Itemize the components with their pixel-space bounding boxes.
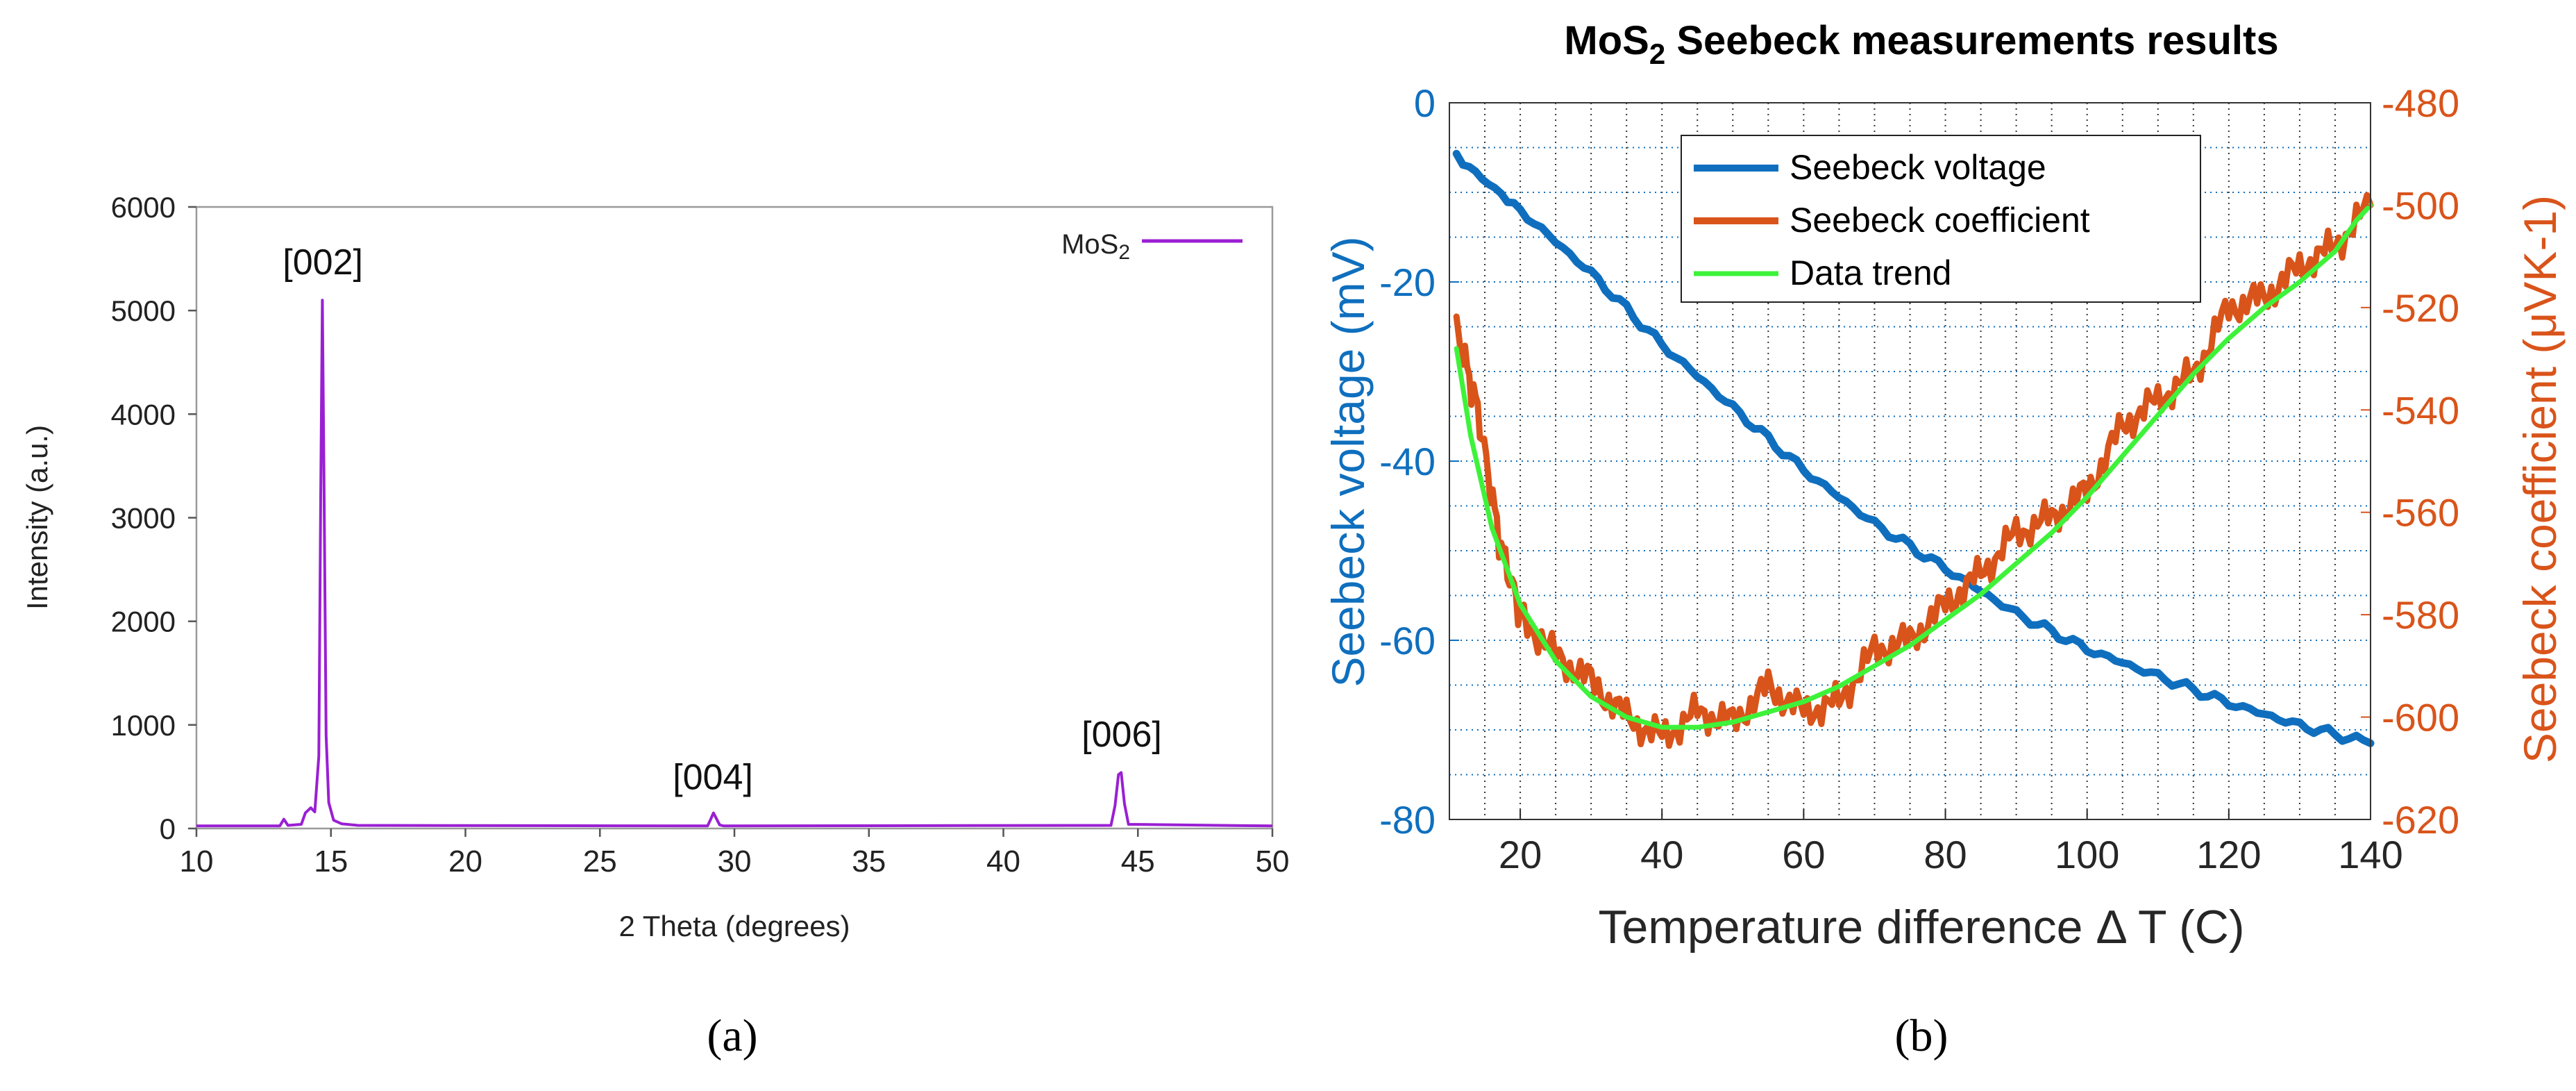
xrd-x-tick-label: 15 (314, 844, 348, 878)
seebeck-series (1452, 149, 2375, 749)
xrd-x-tick-label: 45 (1121, 844, 1155, 878)
seebeck-x-tick-label: 40 (1640, 833, 1683, 876)
seebeck-right-tick-label: -620 (2382, 798, 2459, 842)
xrd-x-tick-label: 50 (1256, 844, 1290, 878)
xrd-y-tick-label: 1000 (111, 709, 176, 742)
panel-a: 10 15 20 25 30 35 40 45 50 0 1000 2000 3000 4000 5000 6… (21, 191, 1289, 1061)
seebeck-x-axis-label: Temperature difference Δ T (C) (1598, 901, 2244, 953)
xrd-peak-label: [002] (283, 242, 363, 283)
seebeck-legend: Seebeck voltage Seebeck coefficient Data… (1681, 135, 2201, 303)
seebeck-right-tick-label: -540 (2382, 388, 2459, 432)
seebeck-left-tick-label: -20 (1379, 260, 1436, 304)
xrd-y-tick-label: 2000 (111, 606, 176, 638)
xrd-peak-label: [004] (673, 757, 753, 797)
xrd-x-axis-label: 2 Theta (degrees) (618, 910, 850, 942)
seebeck-left-axis-label: Seebeck voltage (mV) (1322, 236, 1374, 687)
xrd-annotations: [002] [004] [006] (283, 242, 1162, 797)
legend-label-voltage: Seebeck voltage (1790, 148, 2046, 187)
xrd-y-tick-label: 0 (160, 813, 176, 845)
seebeck-right-tick-label: -580 (2382, 593, 2459, 637)
seebeck-right-tick-label: -520 (2382, 286, 2459, 330)
seebeck-title: MoS2 Seebeck measurements results (1564, 18, 2278, 70)
xrd-series-line (196, 299, 1273, 828)
seebeck-left-tick-label: 0 (1414, 81, 1436, 125)
xrd-series (196, 299, 1273, 828)
xrd-legend: MoS2 (1061, 229, 1243, 264)
xrd-y-tick-label: 5000 (111, 294, 176, 327)
caption-a: (a) (707, 1010, 757, 1061)
seebeck-left-tick-label: -40 (1379, 440, 1436, 483)
xrd-x-tick-label: 20 (448, 844, 482, 878)
xrd-plot-frame (195, 206, 1274, 830)
seebeck-x-tick-label: 20 (1499, 833, 1542, 876)
data-trend-line (1454, 202, 2373, 730)
xrd-x-tick-label: 35 (852, 844, 886, 878)
xrd-x-tick-label: 10 (180, 844, 214, 878)
panel-b: 20 40 60 80 100 120 140 -80 -60 -40 -20 0 -620 -600 -5… (1322, 18, 2566, 1061)
caption-b: (b) (1895, 1010, 1948, 1061)
xrd-y-tick-label: 4000 (111, 398, 176, 431)
seebeck-x-tick-label: 80 (1923, 833, 1967, 876)
seebeck-left-tick-label: -80 (1379, 798, 1436, 842)
xrd-y-axis-label: Intensity (a.u.) (21, 425, 53, 610)
seebeck-x-tick-label: 100 (2055, 833, 2119, 876)
seebeck-voltage-line (1452, 149, 2375, 747)
xrd-y-tick-label: 6000 (111, 191, 176, 224)
seebeck-x-tick-label: 60 (1782, 833, 1825, 876)
xrd-axes: 10 15 20 25 30 35 40 45 50 0 1000 2000 3000 4000 5000 6… (111, 191, 1290, 878)
xrd-x-tick-label: 40 (986, 844, 1020, 878)
seebeck-x-tick-label: 120 (2196, 833, 2261, 876)
seebeck-plot-frame (1449, 102, 2371, 820)
seebeck-left-tick-label: -60 (1379, 619, 1436, 663)
legend-label-coefficient: Seebeck coefficient (1790, 201, 2090, 240)
xrd-y-tick-label: 3000 (111, 502, 176, 535)
xrd-peak-label: [006] (1081, 715, 1162, 755)
seebeck-x-tick-label: 140 (2338, 833, 2402, 876)
seebeck-right-tick-label: -500 (2382, 183, 2459, 227)
seebeck-right-tick-label: -560 (2382, 491, 2459, 535)
xrd-legend-label: MoS2 (1061, 229, 1130, 264)
seebeck-right-tick-label: -480 (2382, 81, 2459, 125)
seebeck-right-axis-label: Seebeck coefficient (μVK-1) (2514, 195, 2566, 763)
xrd-x-tick-label: 25 (583, 844, 617, 878)
legend-label-trend: Data trend (1790, 253, 1951, 292)
xrd-x-tick-label: 30 (718, 844, 752, 878)
seebeck-right-tick-label: -600 (2382, 696, 2459, 740)
